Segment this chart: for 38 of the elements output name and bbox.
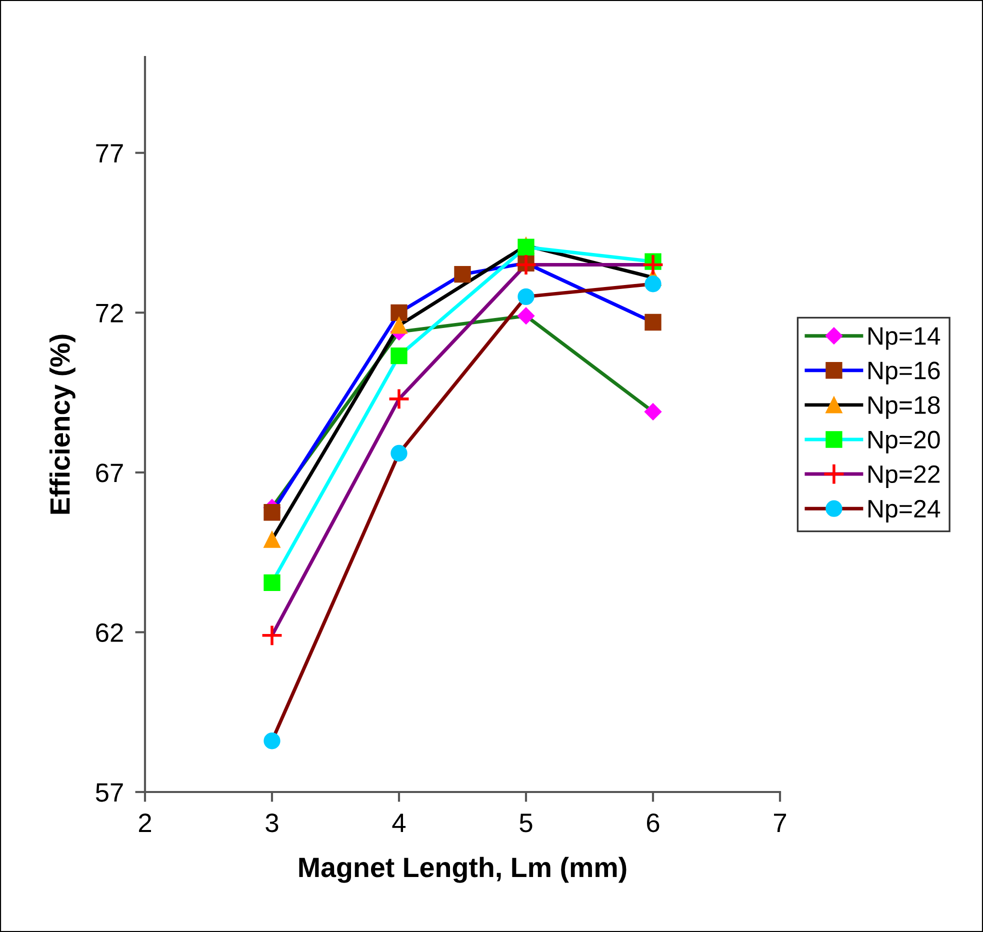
point — [642, 254, 664, 276]
point — [518, 238, 534, 256]
x-tick-label: 2 — [138, 814, 152, 832]
point — [388, 388, 410, 410]
point — [390, 317, 408, 334]
y-tick-label: 67 — [96, 464, 123, 482]
x-tick-label: 5 — [520, 814, 532, 832]
x-tick-label: 6 — [647, 814, 660, 832]
point — [644, 276, 662, 292]
legend-label: Np=20 — [868, 430, 940, 454]
point — [517, 307, 535, 324]
point — [260, 624, 284, 647]
point — [264, 574, 280, 592]
y-tick-label: 77 — [96, 144, 123, 162]
point — [264, 531, 280, 548]
point — [264, 504, 280, 521]
point — [644, 314, 662, 331]
x-tick-label: 7 — [774, 814, 786, 832]
point — [518, 288, 534, 306]
y-axis-title: Efficiency (%) — [49, 334, 76, 514]
y-tick-label: 57 — [96, 783, 123, 802]
y-tick-label: 72 — [96, 304, 123, 322]
legend-label: Np=16 — [868, 362, 940, 384]
x-tick-label: 4 — [392, 814, 406, 832]
point — [390, 347, 408, 364]
legend-label: Np=18 — [868, 396, 940, 419]
x-axis-title: Magnet Length, Lm (mm) — [299, 856, 626, 883]
point — [454, 266, 471, 283]
legend-label: Np=14 — [868, 327, 940, 350]
point — [390, 444, 408, 462]
point — [390, 304, 408, 321]
point — [514, 254, 538, 276]
legend-label: Np=24 — [868, 500, 940, 523]
x-tick-label: 3 — [266, 814, 278, 832]
point — [644, 403, 662, 420]
point — [264, 732, 280, 750]
legend-label: Np=22 — [868, 465, 940, 488]
y-tick-label: 62 — [96, 623, 123, 642]
